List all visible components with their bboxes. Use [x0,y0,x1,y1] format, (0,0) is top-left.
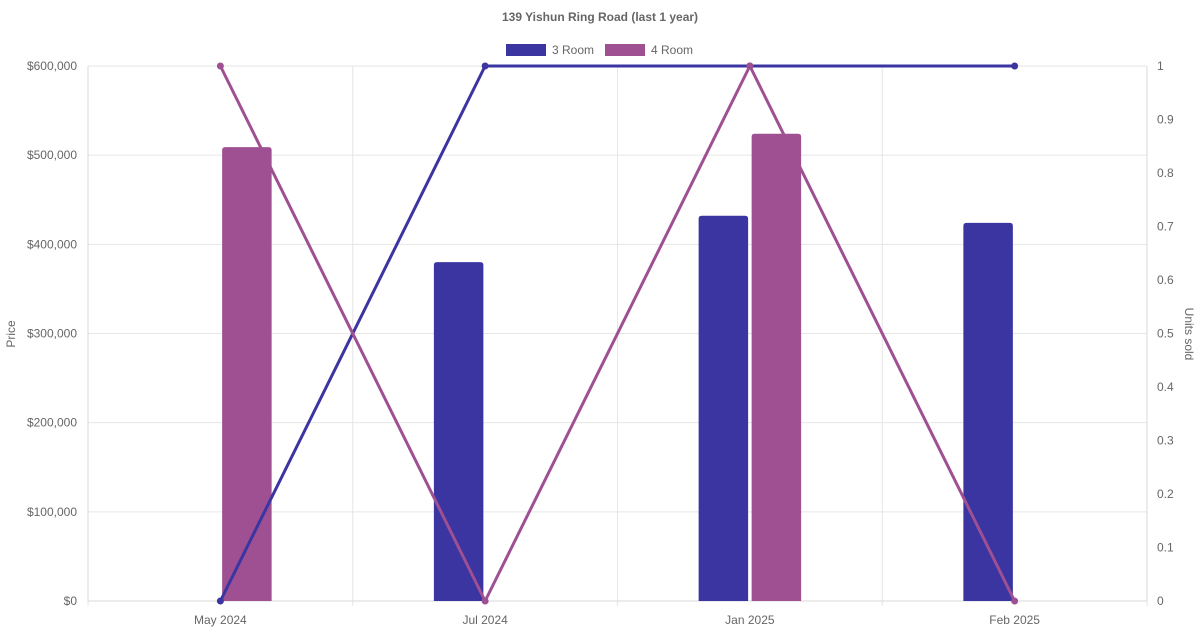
chart-title: 139 Yishun Ring Road (last 1 year) [502,10,698,24]
y2-tick-label: 0 [1157,594,1164,608]
y2-tick-label: 0.9 [1157,113,1174,127]
line-point[interactable] [216,62,224,70]
bar-series [222,133,1013,602]
line-series [216,62,1019,605]
y-tick-label: $500,000 [27,148,77,162]
y2-tick-label: 0.1 [1157,541,1174,555]
y2-tick-label: 1 [1157,59,1164,73]
x-tick-label: Jul 2024 [462,613,508,627]
bar-4-room[interactable] [222,147,272,601]
y-tick-label: $600,000 [27,59,77,73]
line-point[interactable] [481,597,489,605]
line-point[interactable] [1011,597,1019,605]
y2-tick-label: 0.8 [1157,166,1174,180]
bar-3-room[interactable] [433,262,484,601]
y-axis-title-units-sold: Units sold [1182,308,1196,361]
y-tick-label: $400,000 [27,237,77,251]
y2-tick-label: 0.4 [1157,380,1174,394]
line-units-4-room [219,64,1016,603]
bar-3-room[interactable] [698,215,749,602]
x-tick-label: Feb 2025 [989,613,1040,627]
y-axis-title-price: Price [4,320,18,348]
line-point[interactable] [481,62,489,70]
y2-tick-label: 0.6 [1157,273,1174,287]
line-point[interactable] [746,62,754,70]
x-tick-label: Jan 2025 [725,613,775,627]
y2-tick-label: 0.3 [1157,434,1174,448]
x-tick-label: May 2024 [194,613,247,627]
axes: $0 $100,000 $200,000 $300,000 $400,000 $500,0… [27,59,1174,627]
y-tick-label: $300,000 [27,327,77,341]
legend-swatch-3-room [506,44,546,56]
y2-tick-label: 0.7 [1157,220,1174,234]
y-tick-label: $0 [64,594,78,608]
legend-label-4-room: 4 Room [651,43,693,57]
legend-label-3-room: 3 Room [552,43,594,57]
y2-tick-label: 0.5 [1157,327,1174,341]
legend-item-4-room[interactable]: 4 Room [605,43,693,57]
y2-tick-label: 0.2 [1157,487,1174,501]
legend: 3 Room 4 Room [506,43,693,57]
legend-item-3-room[interactable]: 3 Room [506,43,594,57]
legend-swatch-4-room [605,44,645,56]
y-tick-label: $200,000 [27,416,77,430]
bar-4-room[interactable] [751,133,802,601]
line-point[interactable] [1011,62,1019,70]
bar-3-room[interactable] [963,222,1013,601]
y-tick-label: $100,000 [27,505,77,519]
line-point[interactable] [216,597,224,605]
